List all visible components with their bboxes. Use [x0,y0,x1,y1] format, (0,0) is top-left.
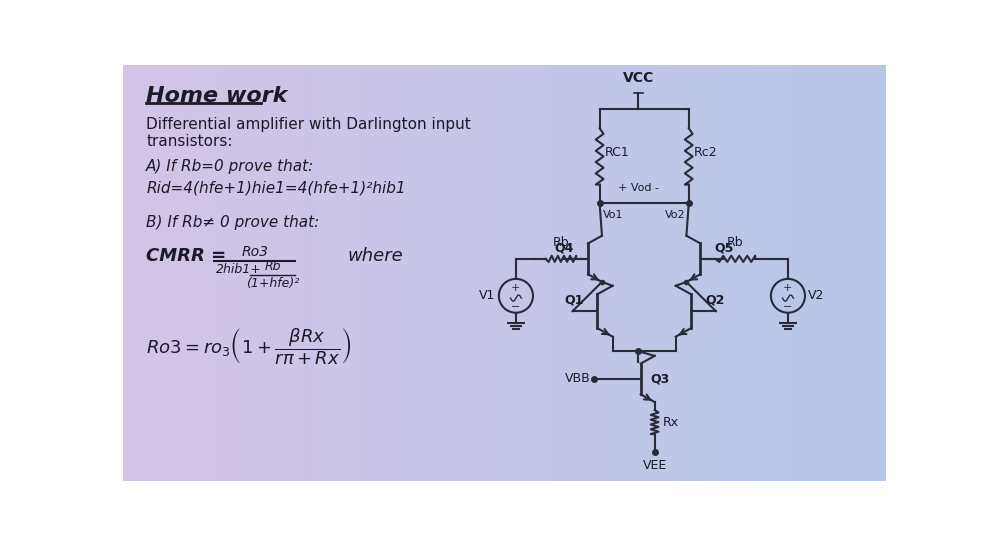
Text: VCC: VCC [623,71,654,85]
Text: Rid=4(hfe+1)hie1=4(hfe+1)²hib1: Rid=4(hfe+1)hie1=4(hfe+1)²hib1 [147,180,405,195]
Text: Q2: Q2 [705,294,724,307]
Text: 2hib1+: 2hib1+ [216,264,262,276]
Text: B) If Rb≠ 0 prove that:: B) If Rb≠ 0 prove that: [147,215,320,230]
Text: V1: V1 [479,289,496,302]
Text: where: where [347,247,403,265]
Text: Ro3: Ro3 [241,245,269,259]
Text: VBB: VBB [565,373,590,386]
Text: Q3: Q3 [650,373,669,386]
Text: −: − [783,301,793,312]
Text: Rc2: Rc2 [694,146,717,159]
Text: −: − [512,301,521,312]
Text: Rx: Rx [662,416,679,429]
Text: Q1: Q1 [564,294,584,307]
Text: Home work: Home work [147,86,287,106]
Text: transistors:: transistors: [147,134,233,149]
Text: V2: V2 [808,289,825,302]
Text: +: + [512,283,521,293]
Text: Vo1: Vo1 [603,210,623,220]
Text: (1+hfe)²: (1+hfe)² [246,278,299,291]
Text: Rb: Rb [553,236,569,249]
Text: Rb: Rb [727,236,744,249]
Text: RC1: RC1 [605,146,630,159]
Text: CMRR =: CMRR = [147,247,226,265]
Text: + Vod -: + Vod - [618,183,659,193]
Text: VEE: VEE [643,459,667,472]
Text: A) If Rb=0 prove that:: A) If Rb=0 prove that: [147,159,315,174]
Text: Q5: Q5 [714,241,734,254]
Text: Differential amplifier with Darlington input: Differential amplifier with Darlington i… [147,117,471,132]
Text: Q4: Q4 [555,241,574,254]
Text: +: + [783,283,793,293]
Text: Vo2: Vo2 [665,210,686,220]
Text: $Ro3 = ro_3\left(1 + \dfrac{\beta Rx}{r\pi + Rx}\right)$: $Ro3 = ro_3\left(1 + \dfrac{\beta Rx}{r\… [147,327,351,367]
Text: Rb: Rb [265,260,280,273]
